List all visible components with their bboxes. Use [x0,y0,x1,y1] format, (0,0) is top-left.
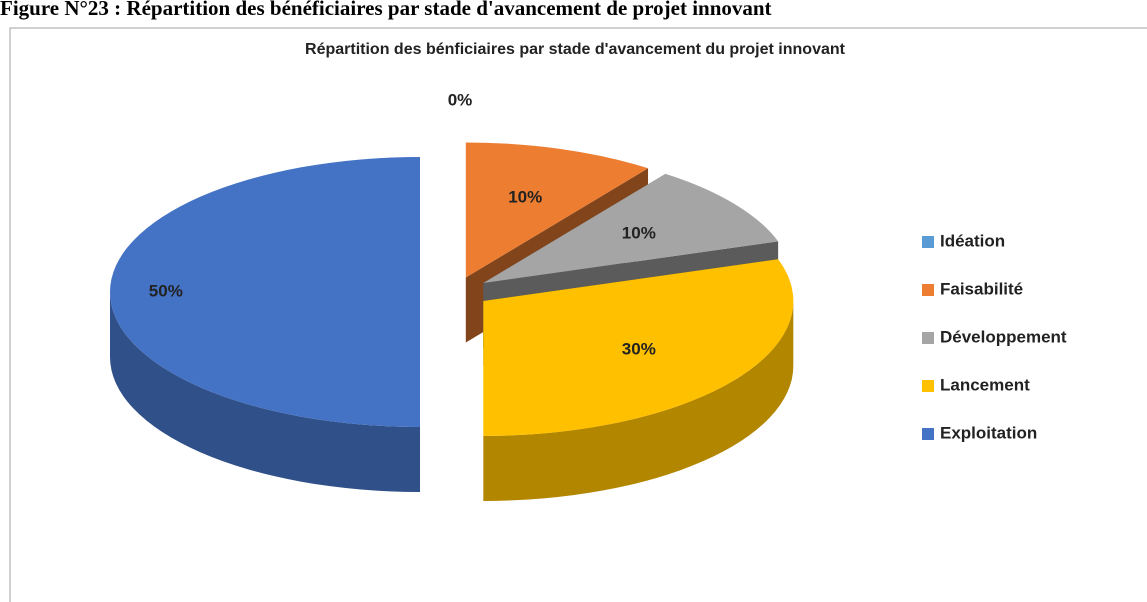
legend-swatch [922,236,934,248]
slice [110,157,420,427]
legend-label: Lancement [940,375,1030,394]
legend-swatch [922,284,934,296]
legend-swatch [922,380,934,392]
figure-caption: Figure N°23 : Répartition des bénéficiai… [0,0,772,20]
slice-side [110,292,420,492]
legend-swatch [922,332,934,344]
data-label: 30% [622,340,656,359]
chart-title: Répartition des bénficiaires par stade d… [305,41,846,58]
data-label: 10% [622,223,656,242]
data-label: 0% [448,91,473,110]
slice [465,142,649,278]
slice [483,173,779,284]
data-label: 10% [508,187,542,206]
data-label: 50% [149,281,183,300]
legend-label: Faisabilité [940,279,1023,298]
legend-label: Exploitation [940,423,1037,442]
slice-side [483,300,794,501]
slice [483,259,794,436]
legend-label: Développement [940,327,1067,346]
legend-swatch [922,428,934,440]
legend-label: Idéation [940,231,1005,250]
